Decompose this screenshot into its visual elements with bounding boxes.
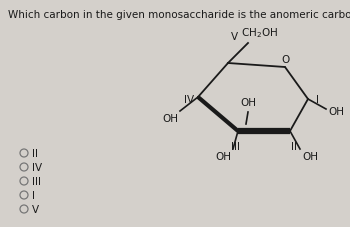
Text: CH$_2$OH: CH$_2$OH — [241, 26, 278, 40]
Text: OH: OH — [215, 151, 231, 161]
Text: OH: OH — [162, 114, 178, 123]
Text: IV: IV — [184, 95, 194, 105]
Text: O: O — [282, 55, 290, 65]
Text: III: III — [231, 141, 240, 151]
Text: V: V — [32, 204, 39, 214]
Text: II: II — [291, 141, 297, 151]
Text: IV: IV — [32, 162, 42, 172]
Text: OH: OH — [240, 98, 256, 108]
Text: V: V — [231, 32, 238, 42]
Text: OH: OH — [328, 106, 344, 116]
Text: II: II — [32, 148, 38, 158]
Text: III: III — [32, 176, 41, 186]
Text: Which carbon in the given monosaccharide is the anomeric carbon?: Which carbon in the given monosaccharide… — [8, 10, 350, 20]
Text: OH: OH — [302, 151, 318, 161]
Text: I: I — [316, 95, 319, 105]
Text: I: I — [32, 190, 35, 200]
